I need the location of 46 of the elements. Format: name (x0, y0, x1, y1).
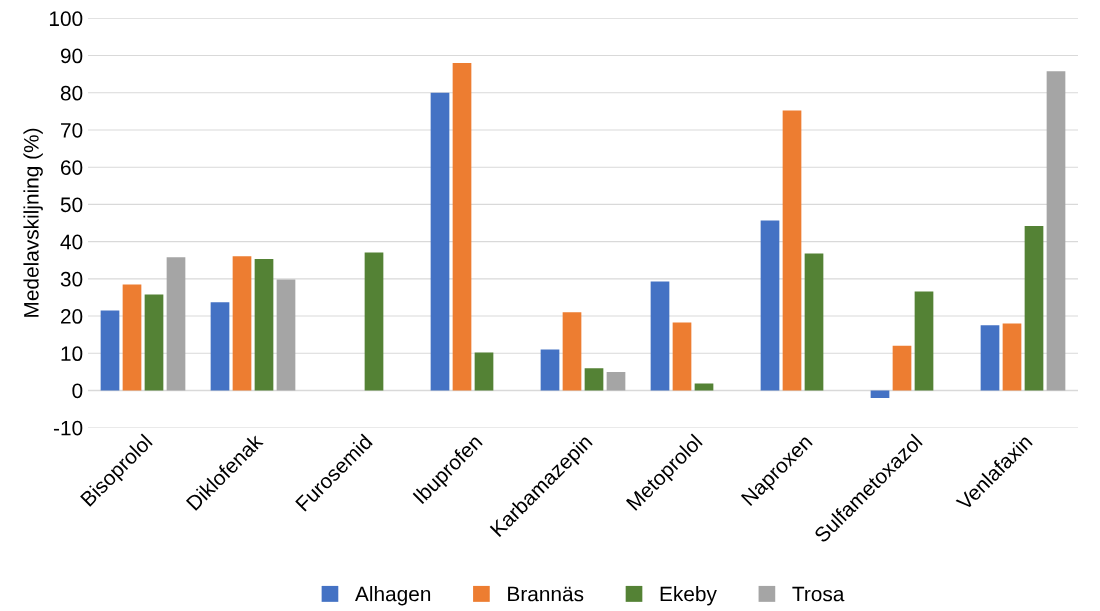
legend-label: Trosa (792, 586, 845, 602)
bar (166, 257, 186, 391)
y-tick-label: 40 (60, 234, 83, 250)
bar (232, 256, 252, 391)
bar (672, 322, 692, 391)
bar (584, 368, 604, 391)
y-tick-label: 90 (60, 48, 83, 64)
bar (892, 345, 912, 391)
legend-label: Brannäs (508, 586, 584, 602)
bar (562, 312, 582, 391)
bar (870, 390, 890, 398)
bar (276, 279, 296, 391)
y-tick-label: 0 (72, 383, 83, 399)
legend-label: Alhagen (355, 586, 431, 606)
bar (804, 253, 824, 391)
y-tick-label: 80 (60, 85, 83, 101)
bar (364, 252, 384, 391)
bar (694, 383, 714, 391)
bar (144, 294, 164, 391)
bar (430, 92, 450, 391)
y-tick-label: 10 (61, 346, 83, 362)
legend-label: Ekeby (660, 586, 717, 606)
y-tick-label: 100 (49, 11, 83, 27)
y-tick-label: 60 (61, 160, 83, 175)
y-tick-label: -10 (53, 420, 83, 436)
bar (1002, 323, 1022, 391)
y-tick-label: 30 (60, 271, 83, 287)
y-tick-label: 20 (61, 309, 83, 324)
y-tick-label: 50 (60, 197, 83, 213)
bar (100, 310, 120, 391)
y-tick-label: 70 (61, 122, 83, 138)
bar (1024, 225, 1044, 391)
bar (1046, 71, 1066, 391)
bar (606, 371, 626, 391)
bar (760, 220, 780, 391)
bar (650, 281, 670, 391)
bar (782, 110, 802, 391)
bar (254, 259, 274, 391)
bar (540, 349, 560, 391)
bar (914, 291, 934, 391)
bar (122, 284, 142, 391)
y-axis-title: Medelavskiljning (%) (23, 128, 43, 317)
bar (452, 62, 472, 391)
bar (474, 352, 494, 391)
bar (980, 325, 1000, 391)
bar (210, 302, 230, 391)
